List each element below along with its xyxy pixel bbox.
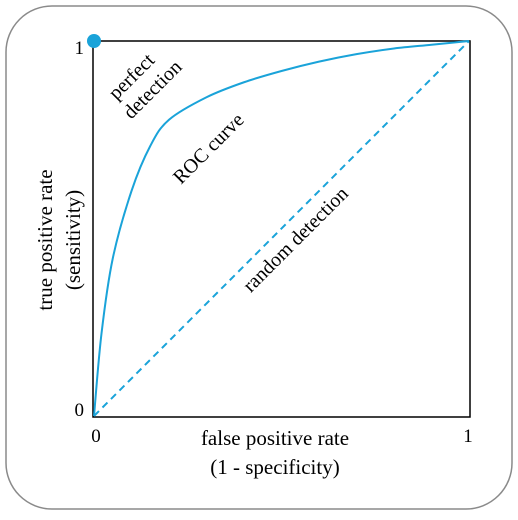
x-tick-0: 0 bbox=[91, 426, 101, 447]
y-axis-label-line1: true positive rate bbox=[33, 169, 57, 310]
y-tick-1: 1 bbox=[75, 38, 85, 59]
y-axis-label-line2: (sensitivity) bbox=[61, 190, 85, 290]
random-detection-line bbox=[93, 40, 470, 417]
x-axis-label-line1: false positive rate bbox=[201, 426, 349, 450]
perfect-detection-point bbox=[87, 34, 101, 48]
roc-curve-line bbox=[93, 40, 470, 417]
y-tick-0: 0 bbox=[75, 400, 85, 421]
card-border bbox=[5, 5, 513, 510]
plot-frame bbox=[92, 40, 471, 418]
x-axis-label-line2: (1 - specificity) bbox=[210, 455, 339, 479]
x-tick-1: 1 bbox=[463, 426, 473, 447]
